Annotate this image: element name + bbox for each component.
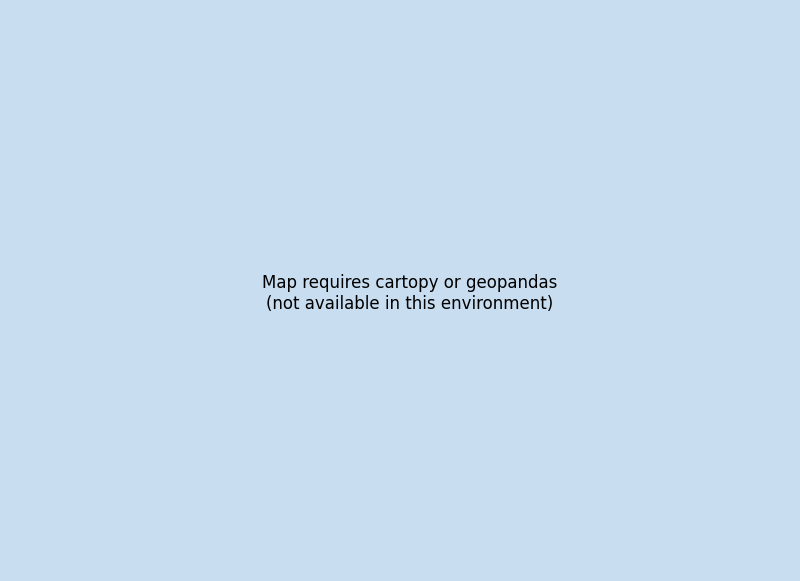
Text: Map requires cartopy or geopandas
(not available in this environment): Map requires cartopy or geopandas (not a… bbox=[262, 274, 558, 313]
